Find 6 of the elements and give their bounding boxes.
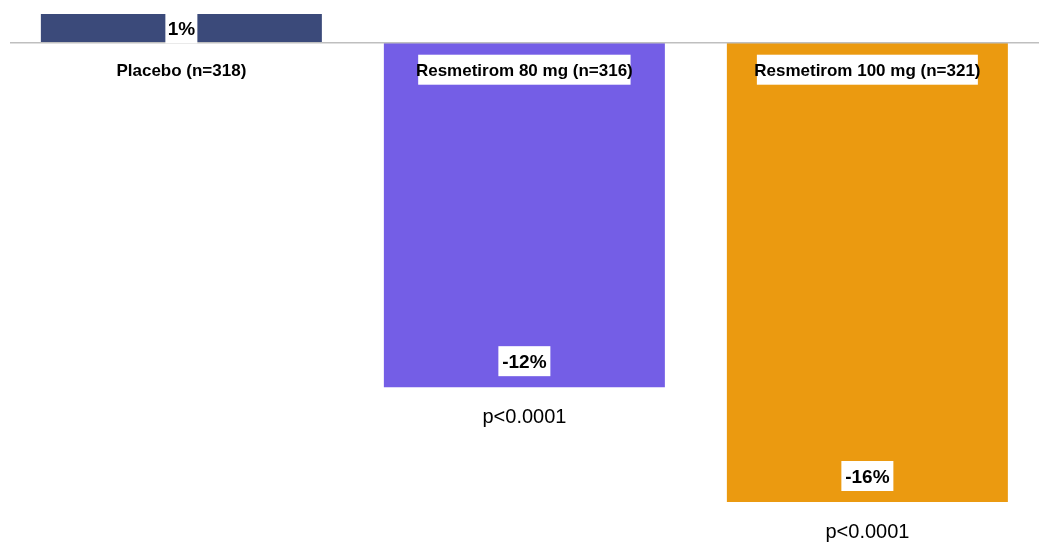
- data-label: 1%: [167, 18, 196, 40]
- data-label: -12%: [502, 351, 547, 373]
- annotation: p<0.0001: [482, 405, 567, 428]
- x-tick-label: Placebo (n=318): [116, 60, 247, 80]
- data-label: -16%: [845, 466, 890, 487]
- annotation: p<0.0001: [825, 520, 910, 542]
